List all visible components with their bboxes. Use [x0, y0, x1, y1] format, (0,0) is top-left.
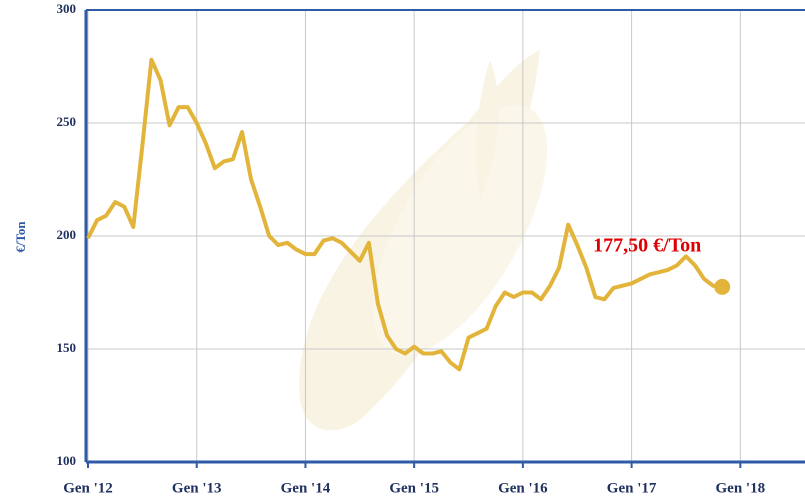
y-tick-label: 250 [57, 114, 77, 129]
x-tick-label: Gen '15 [389, 480, 439, 496]
last-point [714, 279, 730, 295]
y-axis-label: €/Ton [13, 221, 28, 253]
x-tick-label: Gen '16 [498, 480, 548, 496]
x-tick-label: Gen '18 [716, 480, 766, 496]
x-tick-label: Gen '12 [63, 480, 113, 496]
y-tick-label: 200 [57, 227, 77, 242]
watermark [299, 50, 582, 430]
chart: €/Ton 100 150 200 250 300 Gen '12 Gen '13 Gen '… [0, 0, 805, 499]
x-tick-label: Gen '13 [172, 480, 222, 496]
y-tick-label: 100 [57, 453, 77, 468]
x-tick-label: Gen '14 [281, 480, 331, 496]
x-tick-label: Gen '17 [607, 480, 657, 496]
annotation: 177,50 €/Ton [593, 234, 701, 256]
y-tick-label: 300 [57, 1, 77, 16]
y-tick-label: 150 [57, 340, 77, 355]
